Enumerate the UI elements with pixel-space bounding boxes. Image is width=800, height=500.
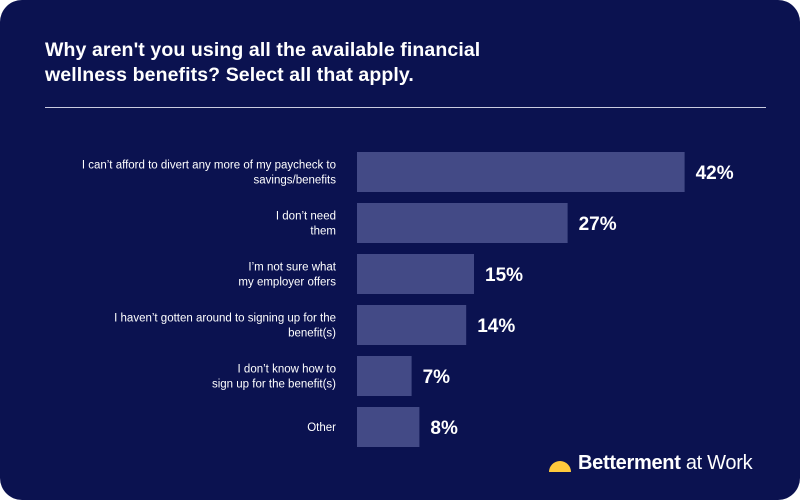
category-label-line: I don’t know how to <box>238 364 336 376</box>
value-label-4: 14% <box>477 316 515 337</box>
bar-5 <box>357 356 412 396</box>
category-label-line: I haven’t gotten around to signing up fo… <box>114 313 336 325</box>
title-divider <box>45 107 766 108</box>
brand-name: Betterment <box>578 452 681 474</box>
bar-2 <box>357 203 568 243</box>
category-label-line: Other <box>307 422 336 434</box>
bar-1 <box>357 152 685 192</box>
category-label-line: I can’t afford to divert any more of my … <box>82 160 336 172</box>
value-label-3: 15% <box>485 265 523 286</box>
bar-3 <box>357 254 474 294</box>
category-label-line: my employer offers <box>238 277 336 289</box>
value-label-6: 8% <box>430 418 458 439</box>
category-label-3: I’m not sure what my employer offers <box>238 262 336 289</box>
bar-6 <box>357 407 420 447</box>
category-label-1: I can’t afford to divert any more of my … <box>82 160 336 187</box>
category-label-line: benefit(s) <box>288 328 336 340</box>
value-label-1: 42% <box>696 163 734 184</box>
category-label-6: Other <box>307 422 336 434</box>
category-label-line: I’m not sure what <box>248 262 336 274</box>
category-label-2: I don’t need them <box>276 211 336 238</box>
brand-logo: Betterment at Work <box>547 450 753 476</box>
brand-wordmark: Betterment at Work <box>578 450 753 476</box>
category-label-line: savings/benefits <box>254 175 337 187</box>
category-label-line: sign up for the benefit(s) <box>212 379 336 391</box>
category-label-5: I don’t know how to sign up for the benef… <box>212 364 336 391</box>
category-label-line: them <box>310 226 336 238</box>
sun-icon <box>549 461 571 472</box>
chart-title: Why aren't you using all the available f… <box>45 39 481 86</box>
bar-4 <box>357 305 467 345</box>
brand-suffix: at Work <box>680 452 753 474</box>
value-label-5: 7% <box>423 367 451 388</box>
category-label-line: I don’t need <box>276 211 336 223</box>
category-label-4: I haven’t gotten around to signing up fo… <box>114 313 336 340</box>
value-label-2: 27% <box>579 214 617 235</box>
